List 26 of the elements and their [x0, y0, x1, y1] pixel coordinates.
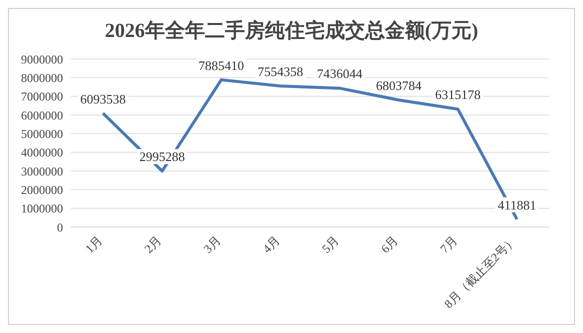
x-tick-label: 3月: [200, 233, 224, 256]
data-label: 7885410: [198, 58, 244, 73]
y-tick-label: 8000000: [21, 70, 63, 85]
y-tick-label: 2000000: [21, 182, 63, 197]
y-tick-label: 5000000: [21, 126, 63, 141]
y-tick-label: 0: [57, 220, 63, 234]
data-label: 7436044: [316, 66, 363, 82]
x-tick-label: 6月: [378, 233, 401, 256]
x-tick-label: 4月: [260, 233, 283, 256]
data-label: 411881: [498, 197, 536, 212]
y-tick-label: 6000000: [21, 108, 63, 122]
x-tick-label: 2月: [142, 233, 164, 256]
y-tick-label: 3000000: [21, 164, 63, 178]
data-label: 6803784: [376, 78, 422, 93]
x-tick-label: 5月: [319, 233, 342, 256]
data-label: 6315178: [435, 87, 481, 102]
y-tick-label: 9000000: [21, 52, 63, 66]
y-tick-label: 7000000: [21, 90, 63, 104]
y-tick-label: 1000000: [21, 202, 63, 216]
x-tick-label: 7月: [437, 233, 460, 256]
y-tick-label: 4000000: [21, 146, 63, 160]
data-label: 7554358: [258, 64, 304, 79]
data-label: 2995288: [139, 149, 185, 164]
data-label: 6093538: [80, 91, 126, 106]
x-tick-label: 1月: [82, 233, 106, 256]
chart-title: 2026年全年二手房纯住宅成交总金额(万元): [104, 18, 480, 44]
